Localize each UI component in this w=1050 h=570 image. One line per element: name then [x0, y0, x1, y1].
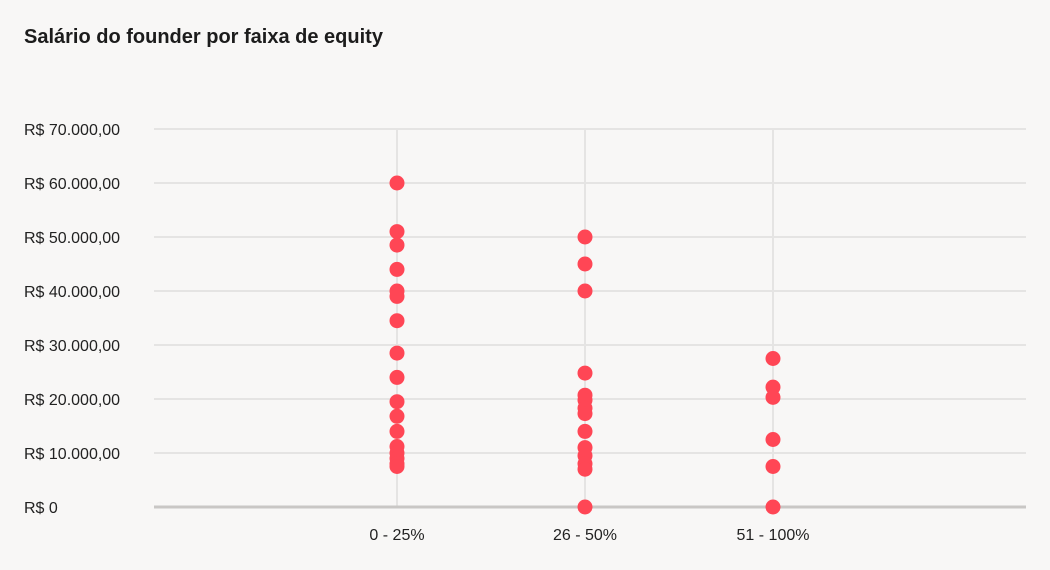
y-tick-label: R$ 40.000,00	[24, 284, 120, 301]
scatter-point	[389, 369, 405, 385]
scatter-point	[389, 261, 405, 277]
y-tick-label: R$ 0	[24, 500, 58, 517]
scatter-point	[577, 229, 593, 245]
scatter-point	[577, 365, 593, 381]
scatter-point	[389, 459, 405, 474]
scatter-point	[389, 224, 405, 240]
scatter-point	[765, 432, 781, 447]
scatter-point	[389, 237, 405, 253]
y-tick-label: R$ 10.000,00	[24, 446, 120, 463]
scatter-point	[389, 175, 405, 191]
scatter-point	[389, 313, 405, 329]
y-tick-label: R$ 30.000,00	[24, 338, 120, 355]
scatter-point	[389, 394, 405, 410]
scatter-point	[765, 389, 781, 405]
y-tick-label: R$ 50.000,00	[24, 230, 120, 247]
scatter-point	[389, 408, 405, 424]
y-tick-label: R$ 20.000,00	[24, 392, 120, 409]
scatter-point	[577, 283, 593, 299]
scatter-point	[765, 459, 781, 474]
scatter-point	[577, 499, 593, 515]
y-tick-label: R$ 60.000,00	[24, 176, 120, 193]
y-tick-label: R$ 70.000,00	[24, 122, 120, 139]
scatter-point	[765, 499, 781, 515]
scatter-point	[577, 423, 593, 439]
chart-title: Salário do founder por faixa de equity	[24, 26, 383, 48]
scatter-point	[389, 423, 405, 439]
scatter-point	[765, 379, 781, 395]
scatter-point	[389, 288, 405, 304]
scatter-point	[389, 345, 405, 361]
scatter-point	[577, 461, 593, 477]
scatter-point	[577, 256, 593, 272]
x-tick-label: 26 - 50%	[553, 527, 617, 544]
x-tick-label: 51 - 100%	[737, 527, 810, 544]
x-tick-label: 0 - 25%	[369, 527, 424, 544]
scatter-point	[765, 351, 781, 366]
label-layer: R$ 0 R$ 10.000,00 R$ 20.000,00 R$ 30.000,00…	[24, 122, 809, 544]
point-layer	[389, 175, 781, 515]
scatter-point	[577, 406, 593, 422]
